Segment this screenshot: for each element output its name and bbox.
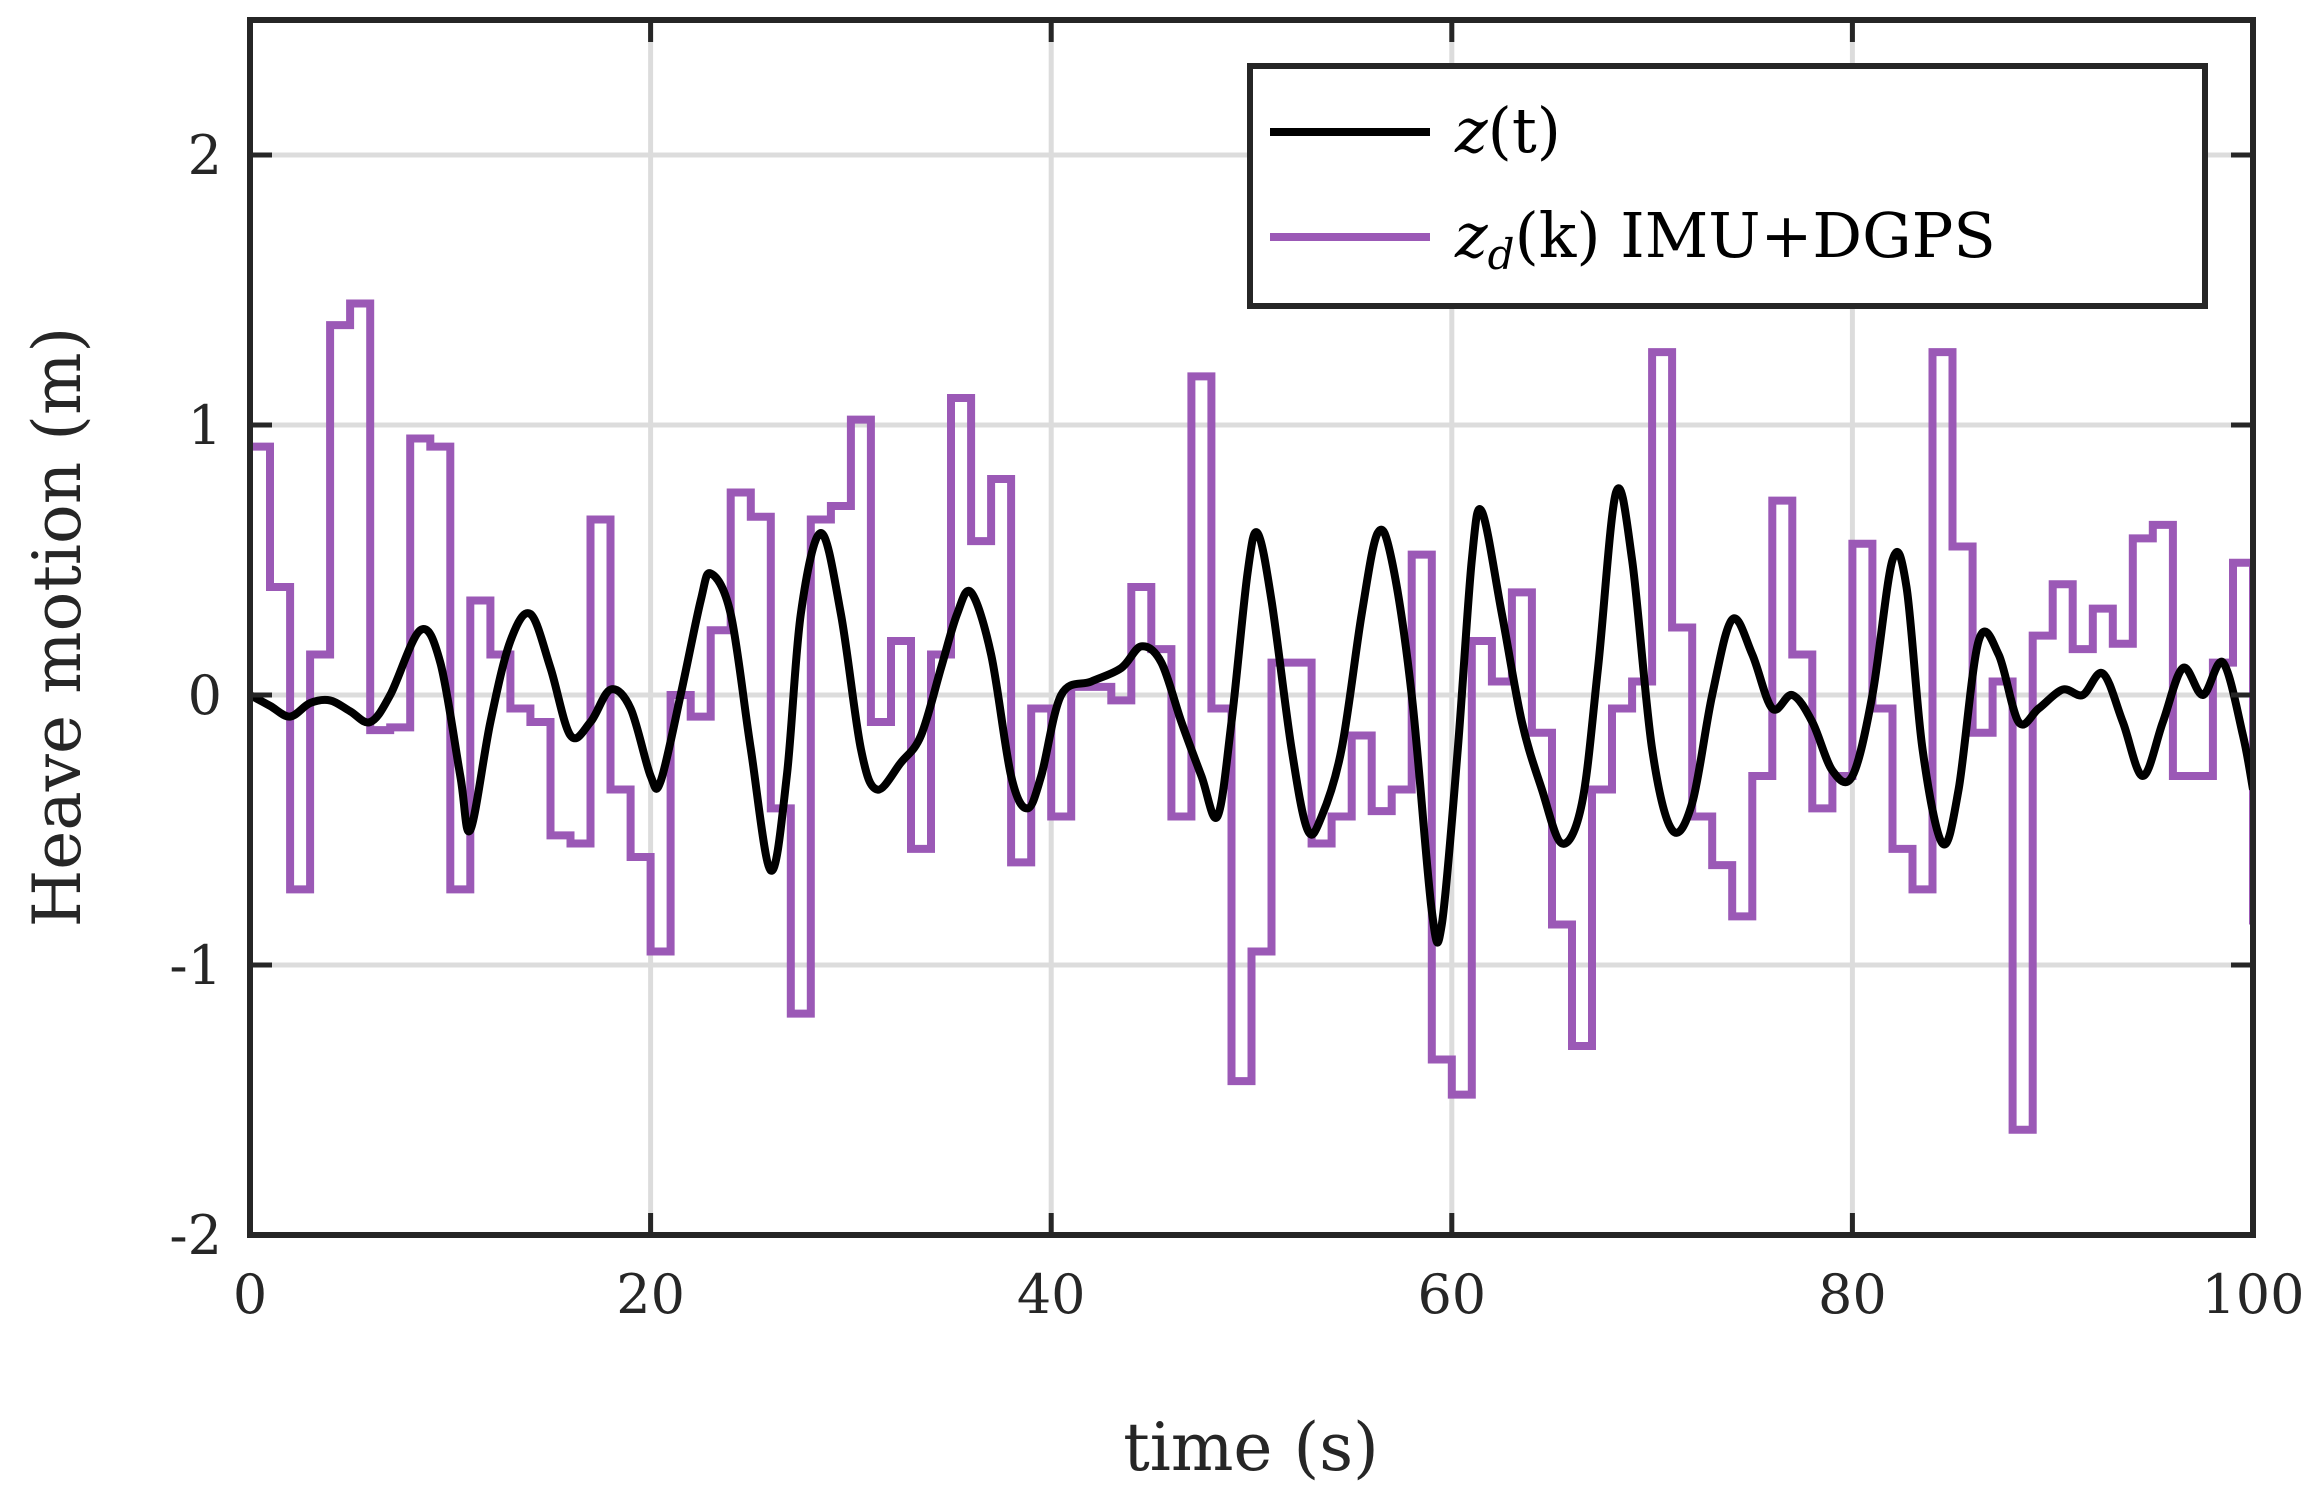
x-tick-label: 40 [1017,1263,1086,1326]
legend-label-zd-extra: IMU+DGPS [1601,199,1996,272]
legend: z(t) zd(k) IMU+DGPS [1247,63,2208,309]
series-layer [250,299,2253,1134]
axes-box [247,17,2256,1238]
legend-label-z-main: z [1454,94,1488,167]
legend-label-zd-main: z [1454,199,1488,272]
y-tick-label: 0 [188,664,222,727]
x-tick-label: 80 [1818,1263,1887,1326]
y-tick-label: 2 [188,124,222,187]
tick-layer: 0 20 40 60 80 100 -2 -1 0 1 2 [169,20,2305,1326]
x-tick-label: 20 [616,1263,685,1326]
y-axis-title: Heave motion (m) [19,327,96,928]
x-tick-label: 60 [1417,1263,1486,1326]
series-line-z [250,484,2253,947]
x-axis-title: time (s) [1123,1409,1379,1486]
x-tick-label: 0 [233,1263,267,1326]
legend-label-z: z(t) [1454,94,1561,167]
x-tick-label: 100 [2201,1263,2304,1326]
legend-label-zd: zd(k) IMU+DGPS [1454,199,1996,279]
legend-label-zd-args: (k) [1515,199,1601,272]
y-tick-label: 1 [188,394,222,457]
legend-label-zd-sub: d [1488,230,1515,279]
y-tick-label: -1 [169,934,222,997]
legend-label-z-args: (t) [1488,94,1561,167]
series-line-zd-step [250,299,2253,1134]
legend-box [1247,63,2208,309]
y-tick-label: -2 [169,1204,222,1267]
